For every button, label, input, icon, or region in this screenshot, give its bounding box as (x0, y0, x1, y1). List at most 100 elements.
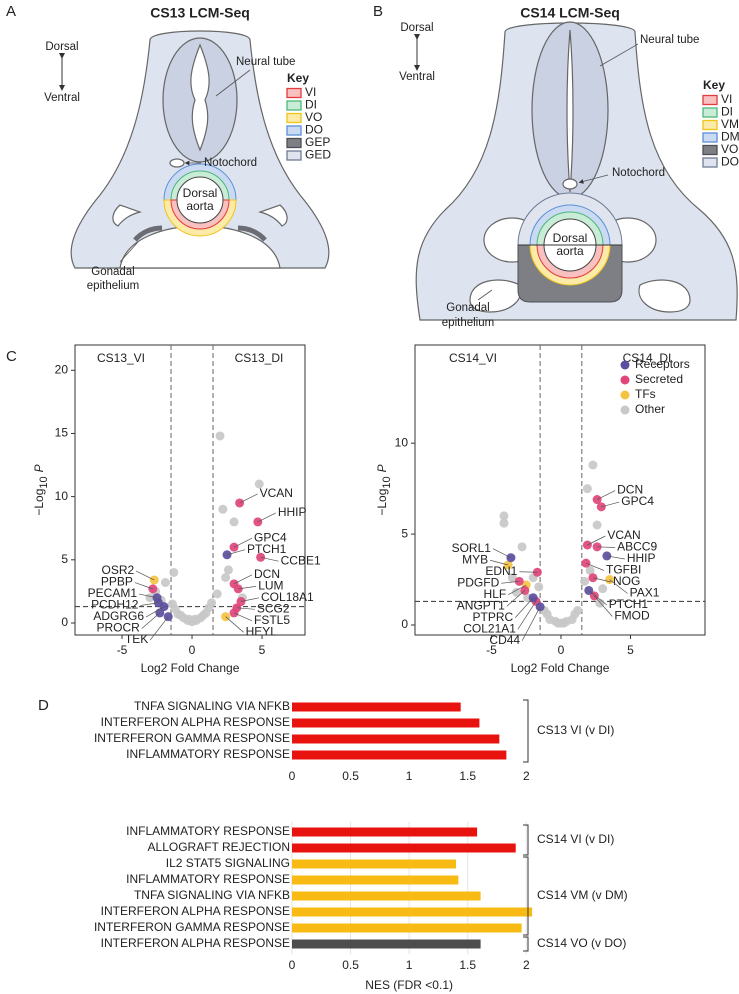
leader-line (606, 555, 625, 560)
data-point (221, 573, 231, 583)
y-tick-label: 0 (61, 615, 68, 629)
group-bracket (523, 856, 529, 936)
point-label: PECAM1 (88, 586, 138, 600)
leader-line (599, 43, 639, 67)
group-bracket (523, 699, 529, 763)
panel-letter: C (6, 348, 17, 365)
point-label: FMOD (614, 609, 650, 623)
leader-line (145, 606, 165, 618)
group-annotation: CS14_VI (449, 351, 497, 365)
x-tick-label: 1.5 (459, 769, 476, 783)
key-label: DO (721, 155, 739, 169)
leader-line (578, 174, 609, 184)
point-label: HHIP (627, 551, 656, 565)
orientation-label: Ventral (399, 71, 435, 83)
aorta-label: Dorsal (553, 231, 588, 245)
key-label: VI (305, 85, 316, 99)
point-label: COL21A1 (463, 621, 516, 635)
notochord-label: Notochord (204, 157, 257, 169)
x-tick-label: 1 (406, 958, 413, 972)
data-point (190, 614, 200, 624)
x-tick-label: 0 (289, 769, 296, 783)
neural-tube-lumen (190, 43, 210, 152)
key-swatch (286, 87, 302, 99)
key-swatch (702, 157, 718, 168)
key-swatch (702, 144, 718, 156)
x-axis-label: Log2 Fold Change (511, 661, 610, 675)
point-label: VCAN (607, 528, 640, 542)
leader-line (226, 549, 246, 556)
category-label: IL2 STAT5 SIGNALING (166, 856, 290, 870)
category-label: INTERFERON ALPHA RESPONSE (101, 904, 290, 918)
x-tick-label: -5 (117, 643, 128, 657)
x-tick-label: 0.5 (342, 769, 359, 783)
point-label: PTCH1 (609, 597, 649, 611)
diagram-a: CS13 LCM-Seq Dorsal aorta Dorsal Ventral… (44, 5, 330, 292)
leader-line (119, 241, 139, 263)
data-point (582, 484, 592, 494)
point-label: PTPRC (472, 610, 513, 624)
bar (292, 827, 478, 837)
leader-line (521, 606, 541, 641)
leader-line (519, 571, 538, 573)
point-label: GPC4 (254, 530, 287, 544)
notochord (169, 158, 185, 168)
side-structure (112, 204, 143, 227)
y-tick-label: 10 (55, 489, 69, 503)
gonadal-label: epithelium (87, 280, 139, 292)
category-label: INTERFERON GAMMA RESPONSE (94, 731, 290, 745)
y-axis-label-var: P (32, 464, 46, 472)
point-label: GPC4 (621, 494, 654, 508)
key-swatch (702, 119, 718, 131)
aorta-label: aorta (186, 199, 214, 213)
point-label: EDN1 (485, 564, 517, 578)
category-label: INFLAMMATORY RESPONSE (126, 747, 290, 761)
side-structure (257, 204, 288, 227)
key-swatch (702, 107, 718, 118)
point-label: ANGPT1 (457, 598, 505, 612)
y-tick-label: 5 (61, 552, 68, 566)
neural-tube-label: Neural tube (236, 56, 295, 68)
leader-line (257, 512, 276, 523)
leader-line (508, 584, 527, 596)
aorta-label: Dorsal (183, 186, 218, 200)
y-tick-label: 10 (395, 435, 409, 449)
key-label: DI (721, 105, 733, 119)
x-tick-label: 1.5 (459, 958, 476, 972)
data-point (570, 609, 580, 619)
point-label: MYB (462, 552, 488, 566)
data-point (517, 542, 527, 552)
leader-line (236, 607, 255, 610)
point-label: ADGRG6 (93, 609, 144, 623)
point-label: CD44 (489, 633, 520, 647)
leader-line (134, 582, 153, 590)
panel-letter: B (373, 3, 383, 20)
category-label: INFLAMMATORY RESPONSE (126, 824, 290, 838)
point-label: SCG2 (257, 601, 290, 615)
leader-line (597, 546, 616, 548)
data-point (588, 460, 598, 470)
leader-line (587, 535, 606, 546)
point-label: PCDH12 (91, 598, 139, 612)
leader-line (136, 570, 155, 581)
legend-label: Receptors (635, 357, 690, 371)
gonadal-epithelium (237, 225, 267, 242)
group-annotation: CS14_DI (623, 351, 672, 365)
legend-label: TFs (635, 387, 656, 401)
notochord-label: Notochord (612, 167, 665, 179)
leader-line (514, 597, 534, 618)
diagram-title: CS14 LCM-Seq (520, 5, 620, 21)
data-point (499, 518, 509, 528)
point-label: PPBP (101, 575, 133, 589)
key-label: DO (305, 123, 323, 137)
key-label: DM (721, 130, 739, 144)
y-axis-label-var: P (375, 464, 389, 472)
category-label: TNFA SIGNALING VIA NFKB (134, 699, 290, 713)
key-swatch (286, 137, 302, 149)
gonadal-label: epithelium (442, 317, 494, 329)
leader-line (140, 602, 159, 606)
leader-line (238, 585, 257, 590)
x-tick-label: 5 (259, 643, 266, 657)
